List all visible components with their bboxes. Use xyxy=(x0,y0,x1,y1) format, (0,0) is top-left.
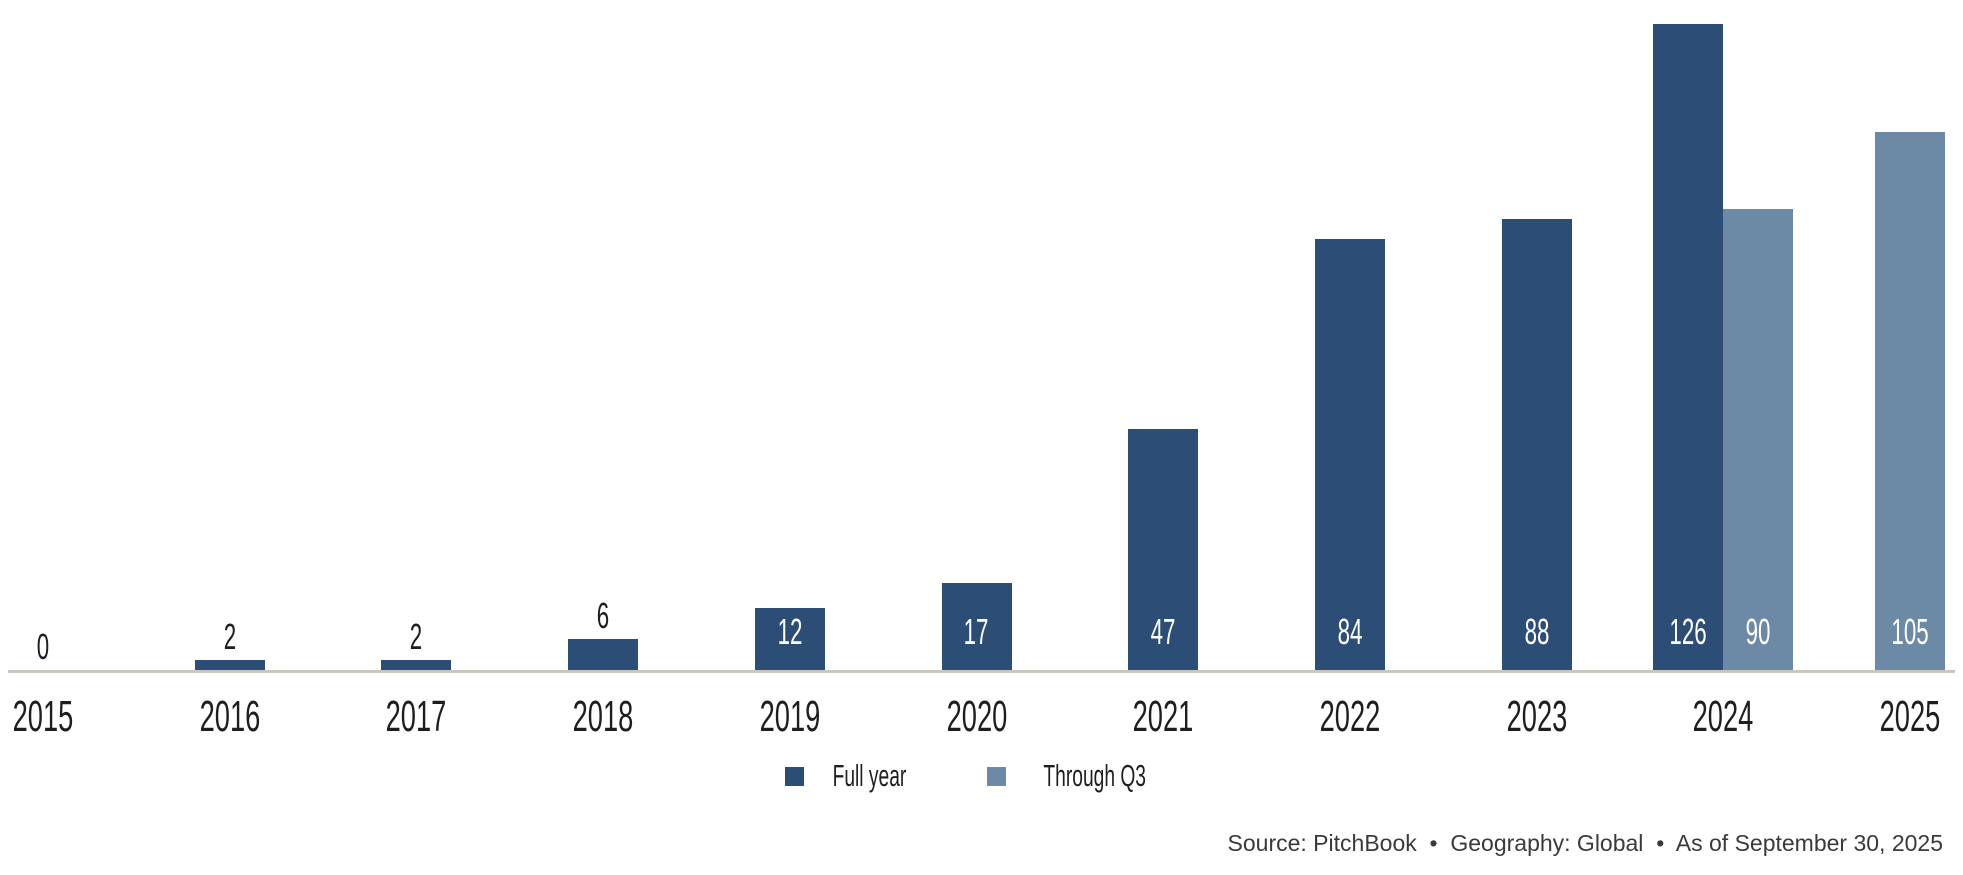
value-label-through-q3-2025: 105 xyxy=(1891,611,1929,652)
bar-full-year-2022 xyxy=(1314,239,1385,670)
legend-item-through-q3: Through Q3 xyxy=(987,758,1177,794)
legend-item-full-year: Full year xyxy=(785,758,929,794)
value-label-full-year-2018: 6 xyxy=(596,595,610,637)
x-axis-line xyxy=(8,670,1955,673)
x-axis-label-2019: 2019 xyxy=(759,692,821,741)
bar-full-year-2018 xyxy=(568,639,639,670)
legend-label-through-q3: Through Q3 xyxy=(1043,758,1147,793)
source-attribution: Source: PitchBook • Geography: Global • … xyxy=(1227,830,1943,856)
bar-full-year-2019 xyxy=(754,608,825,670)
x-axis-label-2015: 2015 xyxy=(12,692,74,741)
x-axis-label-2017: 2017 xyxy=(386,692,447,741)
bar-full-year-2021 xyxy=(1128,429,1199,670)
x-axis-label-2022: 2022 xyxy=(1319,692,1381,741)
value-label-full-year-2019: 12 xyxy=(777,611,803,652)
bar-full-year-2016 xyxy=(194,659,265,670)
bar-full-year-2024 xyxy=(1653,24,1724,670)
x-axis-label-2024: 2024 xyxy=(1692,692,1754,741)
value-label-full-year-2024: 126 xyxy=(1669,611,1707,652)
value-label-full-year-2023: 88 xyxy=(1524,611,1550,652)
legend-swatch-through-q3 xyxy=(987,766,1007,786)
bar-through-q3-2024 xyxy=(1723,208,1794,670)
x-axis-label-2020: 2020 xyxy=(946,692,1007,741)
value-label-through-q3-2024: 90 xyxy=(1745,611,1771,652)
bar-through-q3-2025 xyxy=(1875,131,1945,670)
x-axis-label-2025: 2025 xyxy=(1879,692,1941,741)
legend-swatch-full-year xyxy=(785,766,805,786)
bar-full-year-2023 xyxy=(1501,218,1572,670)
value-label-full-year-2017: 2 xyxy=(410,615,423,657)
legend-label-full-year: Full year xyxy=(832,758,907,793)
bar-full-year-2020 xyxy=(941,582,1012,670)
bar-full-year-2017 xyxy=(381,659,452,670)
x-axis-label-2023: 2023 xyxy=(1506,692,1567,741)
value-label-full-year-2022: 84 xyxy=(1337,611,1363,652)
value-label-full-year-2015: 0 xyxy=(36,626,50,667)
x-axis-label-2016: 2016 xyxy=(199,692,261,741)
value-label-full-year-2016: 2 xyxy=(223,615,236,657)
value-label-full-year-2020: 17 xyxy=(964,611,989,652)
x-axis-label-2021: 2021 xyxy=(1132,692,1194,741)
chart-legend: Full year Through Q3 xyxy=(0,758,1963,794)
x-axis-label-2018: 2018 xyxy=(572,692,634,741)
value-label-full-year-2021: 47 xyxy=(1150,611,1176,652)
